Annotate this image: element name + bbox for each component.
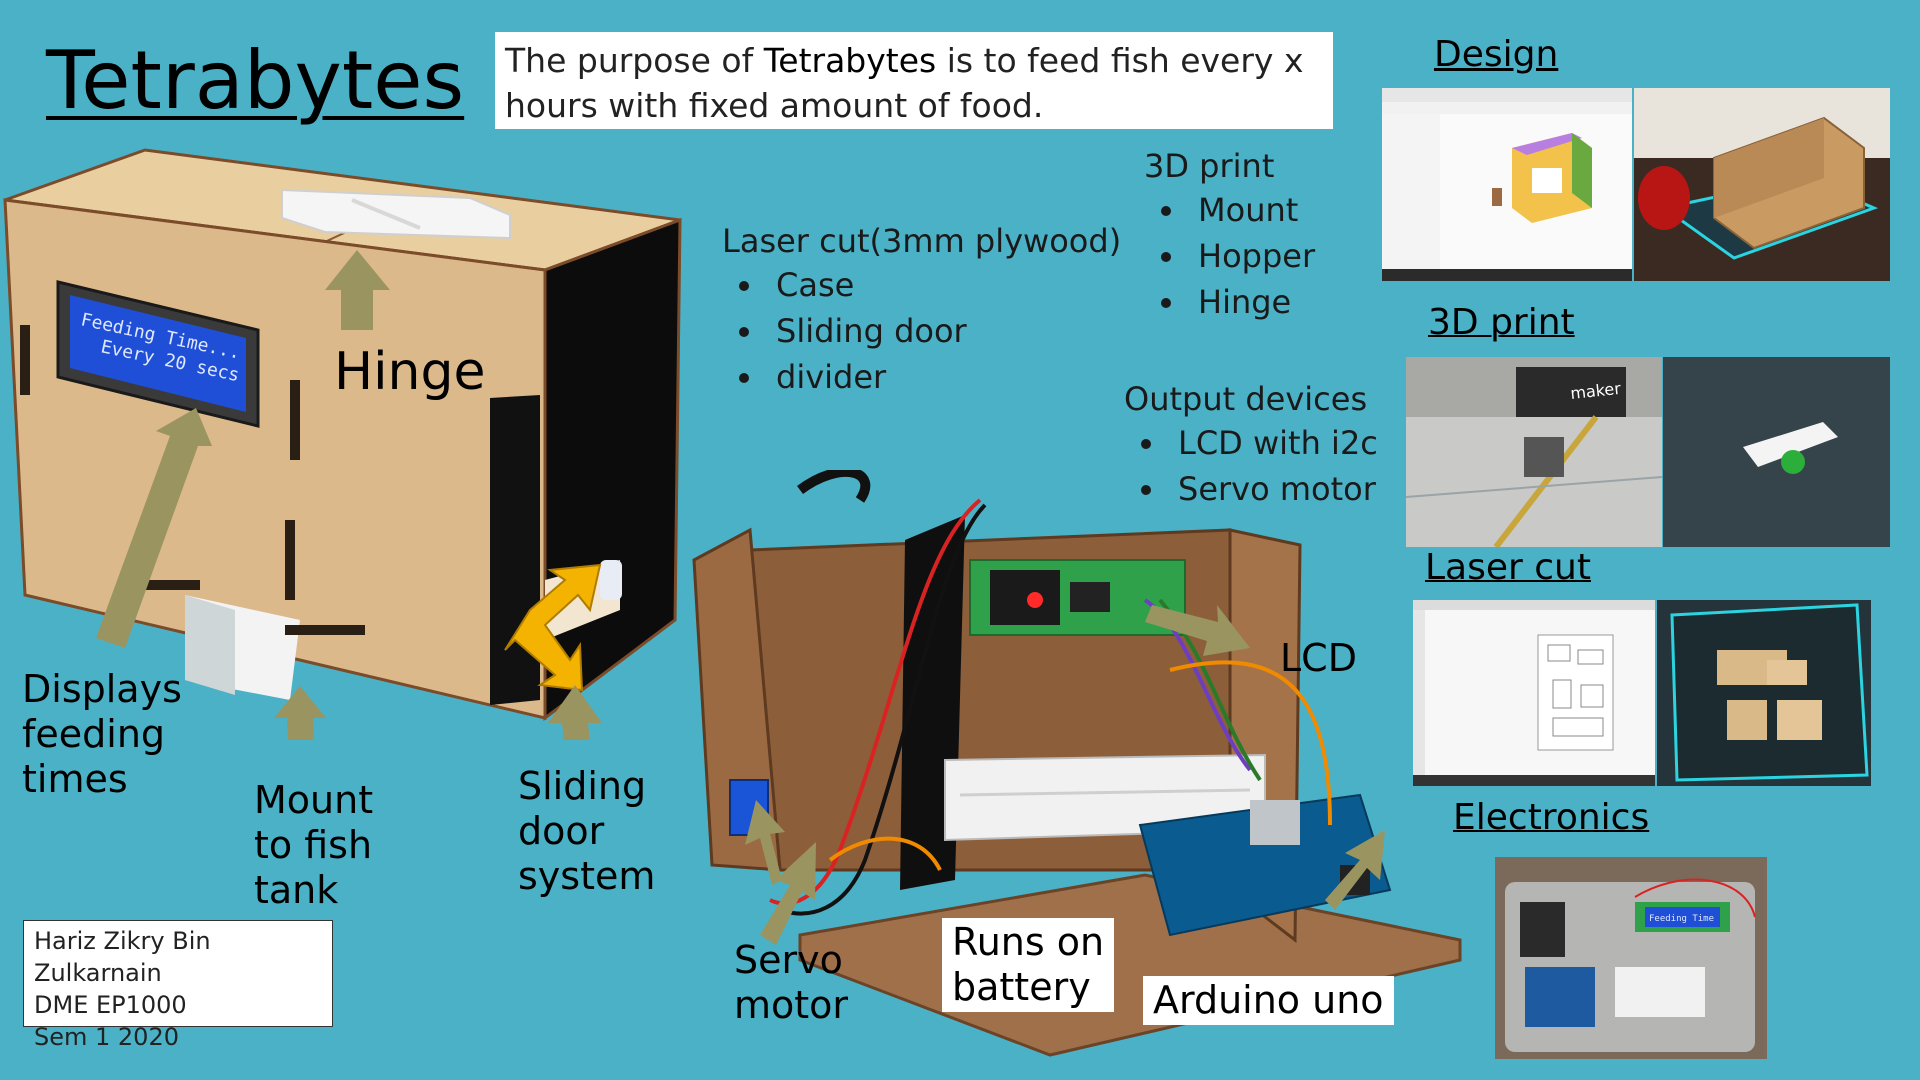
purpose-box: The purpose of Tetrabytes is to feed fis… — [495, 32, 1333, 129]
displays-label: Displays feeding times — [22, 667, 182, 802]
mount-line: tank — [254, 868, 339, 912]
cardboard-prototype-photo — [1634, 88, 1890, 281]
battery-line: battery — [952, 965, 1091, 1009]
print-heading-gallery: 3D print — [1428, 302, 1575, 343]
printer-photo: maker — [1406, 357, 1662, 547]
battery-label: Runs on battery — [942, 918, 1115, 1012]
cad-screenshot — [1382, 88, 1632, 281]
sliding-line: Sliding — [518, 764, 647, 808]
list-item: divider — [766, 358, 1121, 396]
list-item: Mount — [1188, 191, 1315, 229]
laser-cut-list: Laser cut(3mm plywood) Case Sliding door… — [722, 222, 1121, 404]
list-item: Sliding door — [766, 312, 1121, 350]
list-item: Hinge — [1188, 283, 1315, 321]
laser-cut-heading: Laser cut(3mm plywood) — [722, 222, 1122, 260]
credit-course: DME EP1000 — [34, 991, 187, 1019]
sliding-label: Sliding door system — [518, 764, 655, 899]
credit-name: Hariz Zikry Bin Zulkarnain — [34, 927, 211, 987]
page-title: Tetrabytes — [46, 34, 465, 127]
battery-line: Runs on — [952, 920, 1105, 964]
servo-line: Servo — [734, 938, 843, 982]
mount-line: Mount — [254, 778, 374, 822]
purpose-prefix: The purpose of — [505, 41, 764, 80]
laser-parts-photo — [1657, 600, 1871, 786]
electronics-heading: Electronics — [1453, 797, 1650, 838]
laser-heading-gallery: Laser cut — [1425, 547, 1591, 588]
servo-line: motor — [734, 983, 849, 1027]
hinge-label: Hinge — [334, 342, 486, 402]
print-list: 3D print Mount Hopper Hinge — [1144, 147, 1315, 329]
sliding-line: system — [518, 854, 656, 898]
credit-box: Hariz Zikry Bin Zulkarnain DME EP1000 Se… — [23, 920, 333, 1051]
sliding-line: door — [518, 809, 605, 853]
mount-line: to fish — [254, 823, 373, 867]
design-heading: Design — [1434, 34, 1559, 75]
purpose-name: Tetrabytes — [763, 41, 937, 80]
mini-lcd-text: Feeding Time — [1649, 914, 1714, 924]
list-item: Hopper — [1188, 237, 1315, 275]
electronics-photo: Feeding Time — [1495, 857, 1767, 1059]
list-item: LCD with i2c — [1168, 424, 1378, 462]
lcd-label: LCD — [1280, 636, 1357, 680]
output-list: Output devices LCD with i2c Servo motor — [1124, 380, 1378, 516]
servo-label: Servo motor — [734, 938, 848, 1028]
product-photo: Feeding Time... Every 20 secs — [0, 140, 690, 740]
displays-line: times — [22, 757, 128, 801]
list-item: Servo motor — [1168, 470, 1378, 508]
displays-line: Displays — [22, 667, 182, 711]
displays-line: feeding — [22, 712, 166, 756]
print-part-photo — [1663, 357, 1890, 547]
laser-software-screenshot — [1413, 600, 1655, 786]
mount-label: Mount to fish tank — [254, 778, 373, 913]
output-heading: Output devices — [1124, 380, 1368, 418]
credit-sem: Sem 1 2020 — [34, 1023, 179, 1051]
arduino-label: Arduino uno — [1143, 976, 1394, 1025]
list-item: Case — [766, 266, 1121, 304]
print-heading: 3D print — [1144, 147, 1275, 185]
purpose-suffix: is to feed fish every x hours with fixed… — [505, 41, 1304, 125]
